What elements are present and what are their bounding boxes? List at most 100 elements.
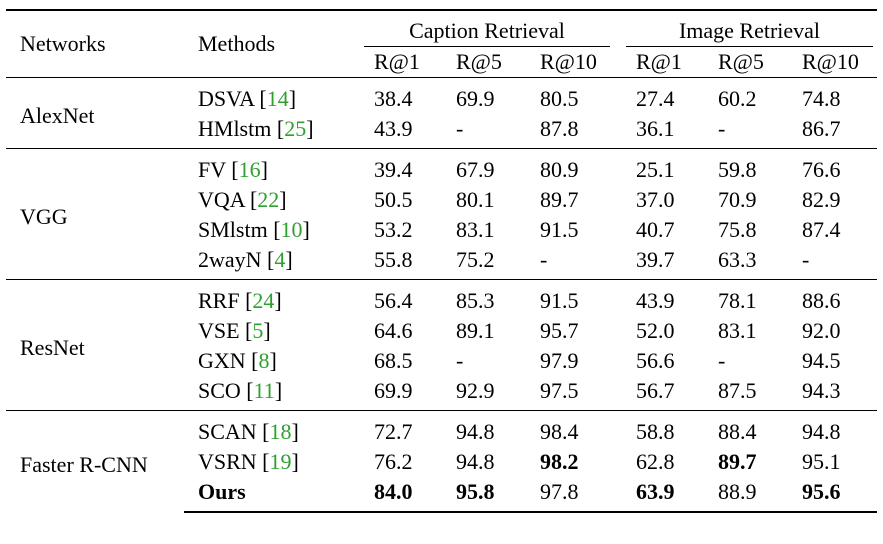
value-cell: 97.5	[540, 378, 579, 403]
value-cell: 88.4	[698, 410, 782, 447]
value-cell: 87.5	[718, 378, 757, 403]
method-cell: HMlstm [25]	[184, 114, 354, 149]
method-name: Ours	[198, 479, 246, 504]
table-row: 2wayN [4] 55.8 75.2 - 39.7 63.3 -	[6, 245, 877, 280]
table-row: Faster R-CNN SCAN [18] 72.7 94.8 98.4 58.8 88.…	[6, 410, 877, 512]
value-cell: 95.7	[540, 318, 579, 343]
method-name: HMlstm [	[198, 116, 285, 141]
method-cell: GXN [8]	[184, 346, 354, 376]
value-cell: 36.1	[636, 116, 675, 141]
value-cell: 59.8	[698, 148, 782, 185]
metric-header: R@5	[456, 49, 502, 74]
value-cell: 76.6	[782, 148, 877, 185]
value-cell: 50.5	[374, 187, 413, 212]
metric-header: R@1	[636, 49, 682, 74]
citation-link[interactable]: 22	[257, 187, 280, 212]
method-cell: SCO [11]	[184, 376, 354, 411]
citation-bracket: ]	[291, 419, 299, 444]
citation-link[interactable]: 14	[266, 86, 289, 111]
network-cell: ResNet	[6, 279, 184, 411]
citation-link[interactable]: 16	[238, 157, 261, 182]
network-cell: VGG	[6, 148, 184, 280]
caption-retrieval-header: Caption Retrieval	[354, 9, 616, 47]
value-cell: 55.8	[374, 247, 413, 272]
value-cell: 37.0	[636, 187, 675, 212]
table-row: Ours 84.0 95.8 97.8 63.9 88.9 95.6	[6, 477, 877, 513]
citation-link[interactable]: 19	[269, 449, 292, 474]
method-name: VSE [	[198, 318, 253, 343]
method-name: SMlstm [	[198, 217, 281, 242]
value-cell: 80.9	[520, 148, 616, 185]
value-cell: 63.3	[718, 247, 757, 272]
value-cell: -	[718, 116, 726, 141]
value-cell: 72.7	[354, 410, 436, 447]
value-cell: 94.8	[436, 410, 520, 447]
method-name: FV [	[198, 157, 239, 182]
value-cell: 39.7	[636, 247, 675, 272]
value-cell: 82.9	[802, 187, 841, 212]
value-cell: 89.7	[540, 187, 579, 212]
network-cell: Faster R-CNN	[6, 410, 184, 512]
value-cell: 94.3	[802, 378, 841, 403]
value-cell: 91.5	[520, 279, 616, 316]
value-cell: 89.7	[718, 449, 757, 474]
value-cell: 38.4	[354, 77, 436, 114]
value-cell: -	[802, 247, 810, 272]
citation-bracket: ]	[263, 318, 271, 343]
methods-header: Methods	[184, 9, 354, 78]
citation-link[interactable]: 5	[252, 318, 264, 343]
value-cell: 75.8	[718, 217, 757, 242]
value-cell: 64.6	[374, 318, 413, 343]
metric-header: R@1	[374, 49, 420, 74]
citation-bracket: ]	[274, 378, 283, 403]
value-cell: 60.2	[698, 77, 782, 114]
citation-link[interactable]: 18	[269, 419, 292, 444]
metric-header: R@10	[802, 49, 859, 74]
value-cell: 94.8	[456, 449, 495, 474]
value-cell: 25.1	[616, 148, 698, 185]
value-cell: 85.3	[436, 279, 520, 316]
citation-link[interactable]: 25	[284, 116, 307, 141]
citation-link[interactable]: 8	[258, 348, 270, 373]
value-cell: 88.9	[698, 477, 782, 513]
value-cell: 98.4	[520, 410, 616, 447]
citation-bracket: ]	[260, 157, 268, 182]
table-row: SMlstm [10] 53.2 83.1 91.5 40.7 75.8 87.4	[6, 215, 877, 245]
value-cell: 43.9	[374, 116, 413, 141]
value-cell: 74.8	[782, 77, 877, 114]
citation-bracket: ]	[274, 288, 282, 313]
retrieval-results-table: Networks Methods Caption Retrieval Image…	[6, 9, 877, 513]
citation-link[interactable]: 11	[253, 378, 275, 403]
method-name: DSVA [	[198, 86, 267, 111]
citation-bracket: ]	[285, 247, 293, 272]
table-row: GXN [8] 68.5 - 97.9 56.6 - 94.5	[6, 346, 877, 376]
method-cell: VSRN [19]	[184, 447, 354, 477]
value-cell: 43.9	[616, 279, 698, 316]
value-cell: 98.2	[540, 449, 579, 474]
method-name: VSRN [	[198, 449, 270, 474]
metric-header: R@10	[540, 49, 597, 74]
citation-link[interactable]: 10	[280, 217, 303, 242]
value-cell: 62.8	[636, 449, 675, 474]
image-retrieval-header: Image Retrieval	[616, 9, 877, 47]
citation-link[interactable]: 4	[274, 247, 286, 272]
table-row: ResNet RRF [24] 56.4 85.3 91.5 43.9 78.1 88.6	[6, 279, 877, 411]
value-cell: -	[456, 348, 464, 373]
citation-bracket: ]	[291, 449, 299, 474]
value-cell: 88.6	[782, 279, 877, 316]
network-cell: AlexNet	[6, 77, 184, 149]
citation-link[interactable]: 24	[252, 288, 275, 313]
value-cell: 91.5	[540, 217, 579, 242]
value-cell: 63.9	[616, 477, 698, 513]
networks-header: Networks	[6, 9, 184, 78]
value-cell: 83.1	[456, 217, 495, 242]
method-cell: VQA [22]	[184, 185, 354, 215]
value-cell: 52.0	[636, 318, 675, 343]
table-header: Networks Methods Caption Retrieval Image…	[6, 9, 877, 78]
value-cell: 67.9	[436, 148, 520, 185]
method-name: VQA [	[198, 187, 258, 212]
value-cell: 97.9	[540, 348, 579, 373]
method-name: GXN [	[198, 348, 259, 373]
image-retrieval-label: Image Retrieval	[626, 18, 873, 47]
table-row: VQA [22] 50.5 80.1 89.7 37.0 70.9 82.9	[6, 185, 877, 215]
